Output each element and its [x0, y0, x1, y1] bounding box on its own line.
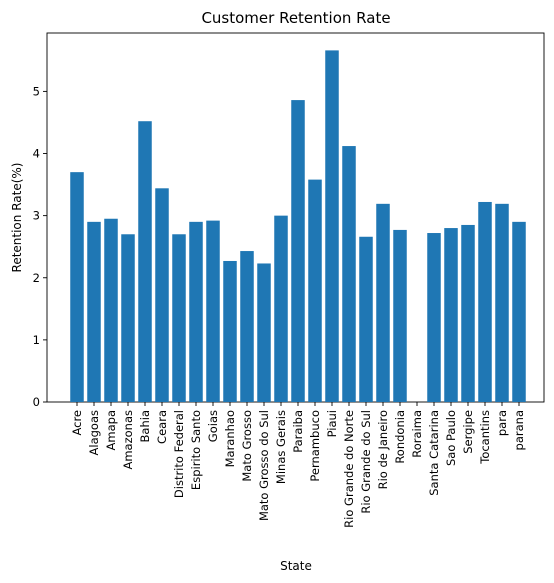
x-tick-label: Ceara [155, 410, 169, 444]
x-axis-label: State [280, 559, 312, 573]
bar-bahia [138, 121, 152, 402]
bar-mato-grosso-do-sul [257, 263, 271, 402]
x-tick-label: Minas Gerais [274, 410, 288, 484]
x-tick-label: Maranhao [223, 410, 237, 467]
x-tick-label: Alagoas [87, 410, 101, 455]
y-tick-label: 0 [33, 395, 40, 409]
y-tick-label: 3 [33, 209, 40, 223]
y-axis: 0 1 2 3 4 5 [33, 84, 47, 409]
bar-amapa [104, 219, 118, 402]
x-tick-label: parana [512, 410, 526, 450]
chart-title: Customer Retention Rate [201, 9, 390, 27]
bar-mato-grosso [240, 251, 254, 402]
bar-ceara [155, 188, 169, 402]
x-tick-label: Amapa [104, 410, 118, 450]
x-tick-label: Rio de Janeiro [376, 410, 390, 489]
x-tick-label: Mato Grosso [240, 410, 254, 482]
x-tick-label: para [495, 410, 509, 436]
y-axis-label: Retention Rate(%) [10, 163, 24, 273]
bar-maranhao [223, 261, 237, 402]
bar-espirito-santo [189, 222, 203, 402]
x-tick-label: Rondonia [393, 410, 407, 464]
bar-amazonas [121, 234, 135, 402]
bar-acre [70, 172, 84, 402]
bar-santa-catarina [427, 233, 441, 402]
bar-tocantins [478, 202, 492, 402]
bar-parana [512, 222, 526, 402]
x-tick-label: Espirito Santo [189, 410, 203, 490]
x-tick-label: Rio Grande do Norte [342, 410, 356, 528]
bar-para [495, 204, 509, 402]
bar-rondonia [393, 230, 407, 402]
bar-rio-grande-do-sul [359, 237, 373, 402]
bar-pernambuco [308, 180, 322, 402]
x-tick-label: Goias [206, 410, 220, 442]
x-tick-label: Acre [70, 410, 84, 436]
x-tick-label: Distrito Federal [172, 410, 186, 498]
x-tick-label: Mato Grosso do Sul [257, 410, 271, 521]
bar-goias [206, 221, 220, 402]
x-tick-label: Amazonas [121, 410, 135, 470]
bar-distrito-federal [172, 234, 186, 402]
bar-minas-gerais [274, 216, 288, 402]
x-axis: Acre Alagoas Amapa Amazonas Bahia Ceara Distri… [70, 402, 526, 528]
y-tick-label: 2 [33, 271, 40, 285]
y-tick-label: 4 [33, 147, 40, 161]
bars [70, 50, 526, 402]
x-tick-label: Sergipe [461, 410, 475, 454]
bar-sergipe [461, 225, 475, 402]
x-tick-label: Paraiba [291, 410, 305, 453]
bar-rio-grande-do-norte [342, 146, 356, 402]
bar-piaui [325, 50, 339, 402]
bar-sao-paulo [444, 228, 458, 402]
bar-alagoas [87, 222, 101, 402]
x-tick-label: Roraima [410, 410, 424, 458]
bar-rio-de-janeiro [376, 204, 390, 402]
x-tick-label: Piaui [325, 410, 339, 437]
y-tick-label: 1 [33, 333, 40, 347]
x-tick-label: Pernambuco [308, 410, 322, 482]
y-tick-label: 5 [33, 84, 40, 98]
x-tick-label: Tocantins [478, 410, 492, 465]
x-tick-label: Bahia [138, 410, 152, 442]
x-tick-label: Santa Catarina [427, 410, 441, 496]
x-tick-label: Rio Grande do Sul [359, 410, 373, 514]
x-tick-label: Sao Paulo [444, 410, 458, 466]
bar-paraiba [291, 100, 305, 402]
